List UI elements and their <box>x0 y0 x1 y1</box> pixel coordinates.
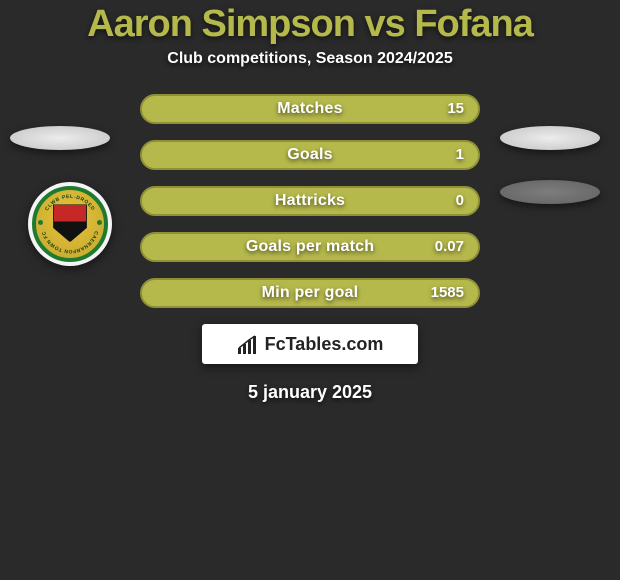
stat-value: 1 <box>456 142 464 168</box>
stats-block: Matches 15 Goals 1 Hattricks 0 Goals per… <box>0 94 620 308</box>
stat-bar: Hattricks 0 <box>140 186 480 216</box>
brand-bars-icon <box>237 334 259 354</box>
brand-text: FcTables.com <box>265 334 384 355</box>
stat-value: 0 <box>456 188 464 214</box>
stat-row: Min per goal 1585 <box>140 278 480 308</box>
stat-label: Min per goal <box>262 284 359 302</box>
stat-label: Goals <box>287 146 332 164</box>
stat-value: 0.07 <box>435 234 464 260</box>
page-subtitle: Club competitions, Season 2024/2025 <box>0 50 620 68</box>
page-title: Aaron Simpson vs Fofana <box>0 3 620 46</box>
stat-bar: Matches 15 <box>140 94 480 124</box>
stat-row: Hattricks 0 <box>140 186 480 216</box>
stat-row: Matches 15 <box>140 94 480 124</box>
stat-bar: Goals per match 0.07 <box>140 232 480 262</box>
stat-row: Goals per match 0.07 <box>140 232 480 262</box>
stat-value: 1585 <box>431 280 464 306</box>
stat-row: Goals 1 <box>140 140 480 170</box>
stat-bar: Goals 1 <box>140 140 480 170</box>
stat-label: Hattricks <box>275 192 345 210</box>
stat-label: Matches <box>277 100 342 118</box>
stat-value: 15 <box>447 96 464 122</box>
generated-date: 5 january 2025 <box>0 382 620 403</box>
stat-bar: Min per goal 1585 <box>140 278 480 308</box>
brand-box: FcTables.com <box>202 324 418 364</box>
stat-label: Goals per match <box>246 238 374 256</box>
